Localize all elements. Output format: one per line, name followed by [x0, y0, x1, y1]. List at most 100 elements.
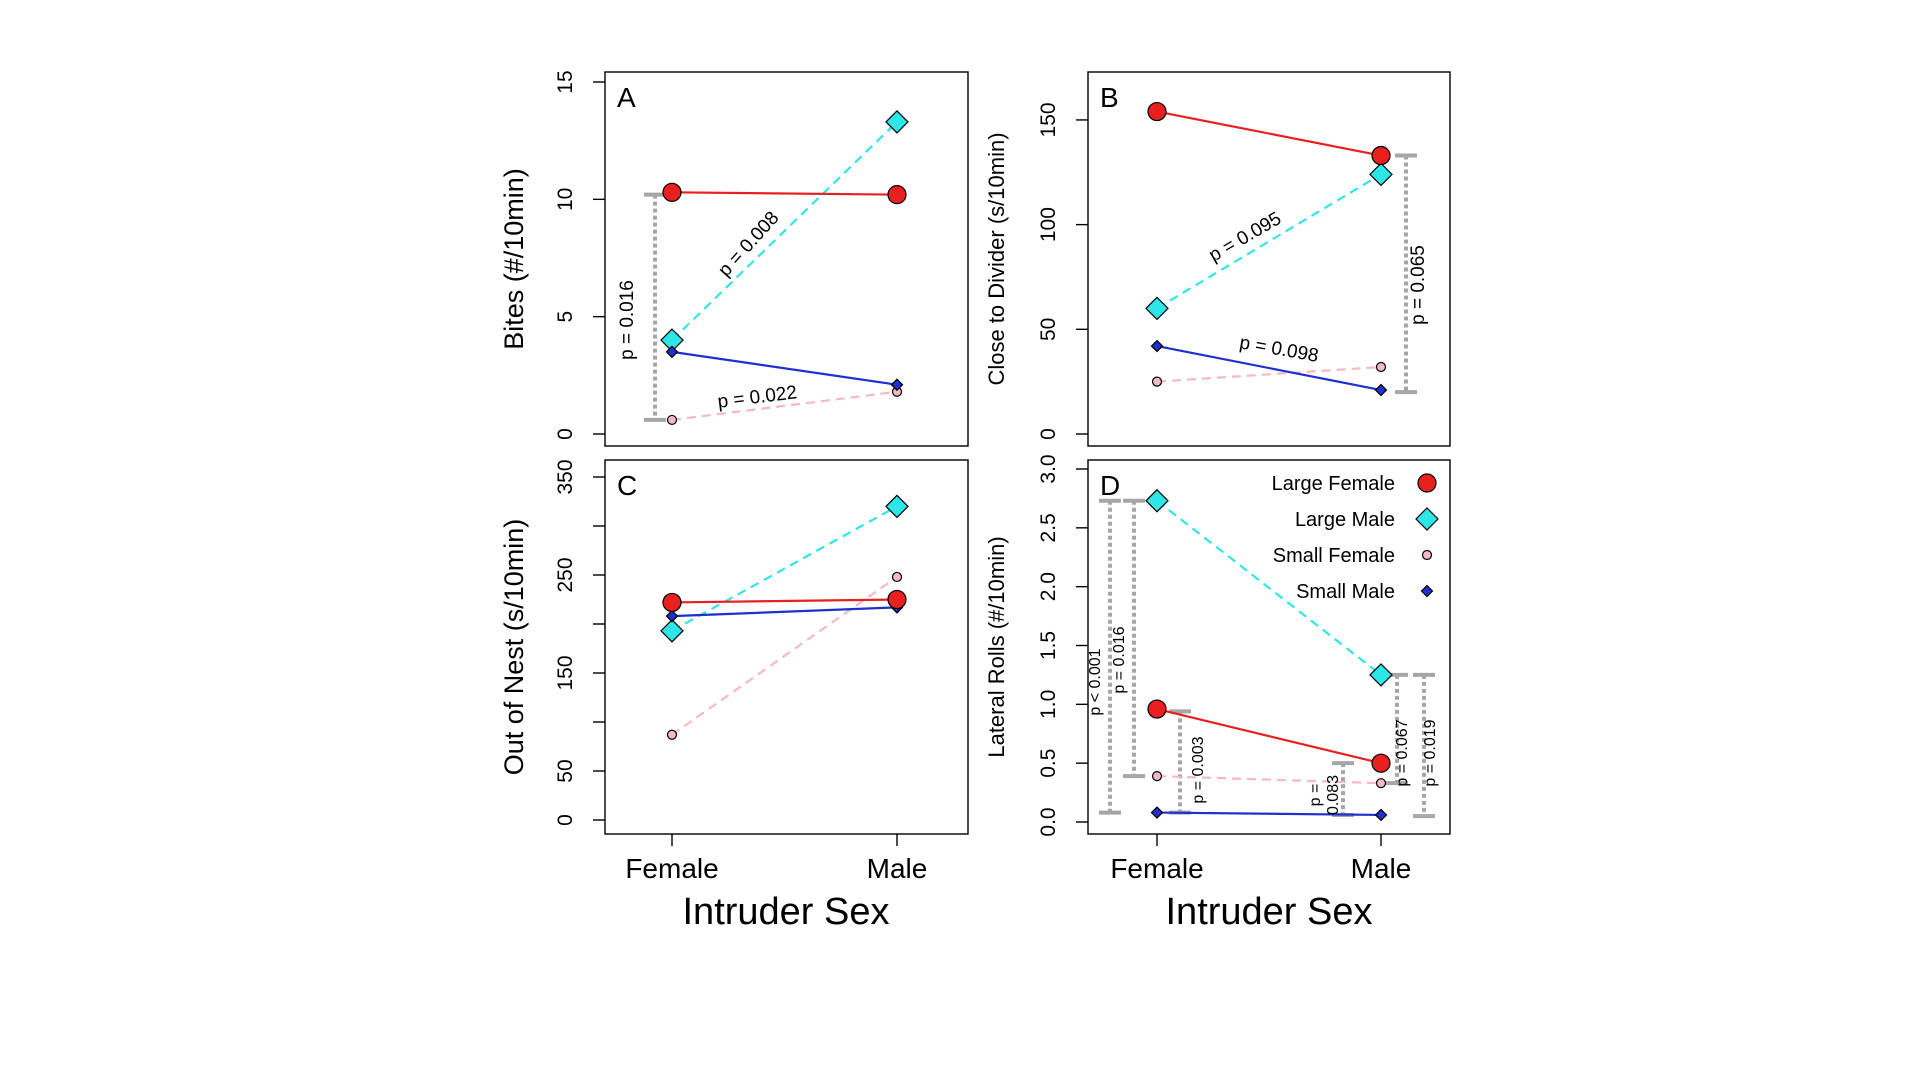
- series-line-large-female: [1156, 707, 1382, 765]
- point-large-female: [1371, 145, 1391, 166]
- point-legend-small-female: [1421, 549, 1433, 561]
- series-line-small-female: [671, 576, 898, 736]
- y-axis: 0.0 0.5 1.0 1.5 2.0 2.5 3.0: [1037, 454, 1088, 837]
- x-tick-label-female: Female: [625, 853, 718, 884]
- series-line-large-male: [1156, 499, 1382, 676]
- panel-letter: C: [617, 470, 637, 501]
- point-large-male: [1369, 663, 1393, 687]
- y-tick-label: 350: [554, 459, 577, 494]
- significance-bracket: [1413, 672, 1435, 819]
- p-value-label: p = 0.065: [1408, 245, 1429, 325]
- x-axis-label-right: Intruder Sex: [1166, 891, 1373, 933]
- y-tick-label: 3.0: [1037, 454, 1060, 483]
- point-large-female: [1371, 753, 1391, 773]
- p-value-label: 0.083: [1325, 775, 1342, 815]
- series-line-large-female: [1156, 110, 1382, 157]
- y-axis: 0 50 150 250 350: [554, 459, 605, 826]
- legend-label-small-male: Small Male: [1296, 581, 1395, 603]
- significance-bracket: [1123, 498, 1145, 779]
- series-line-small-female: [1156, 365, 1382, 383]
- point-small-male: [1374, 808, 1388, 822]
- y-tick-label: 10: [554, 188, 577, 211]
- panel-c-out-of-nest: 0 50 150 250 350 Out of Nest (s/10min) C Female…: [499, 459, 969, 884]
- plot-frame: [1087, 459, 1451, 835]
- series-line-small-male: [1156, 344, 1382, 392]
- series-line-small-male: [1156, 811, 1382, 817]
- y-axis-label: Out of Nest (s/10min): [499, 519, 529, 776]
- point-large-male: [885, 110, 909, 134]
- point-small-female: [1151, 376, 1163, 387]
- point-large-female: [887, 185, 907, 205]
- point-legend-large-male: [1415, 507, 1439, 531]
- y-tick-label: 1.5: [1037, 631, 1060, 660]
- point-large-female: [887, 589, 907, 610]
- p-value-label: p = 0.016: [1111, 626, 1128, 693]
- significance-bracket: [1395, 153, 1417, 395]
- x-tick-label-female: Female: [1110, 853, 1203, 884]
- y-axis: 0 50 100 150: [1037, 102, 1088, 440]
- point-small-female: [891, 571, 903, 583]
- x-axis: Female Male: [1110, 834, 1411, 884]
- panel-d-lateral-rolls: 0.0 0.5 1.0 1.5 2.0 2.5 3.0 Lateral Rolls (#/10…: [984, 454, 1451, 884]
- point-legend-small-male: [1420, 584, 1434, 598]
- point-small-female: [666, 729, 678, 740]
- legend-label-large-male: Large Male: [1295, 509, 1395, 531]
- point-large-male: [1145, 296, 1169, 321]
- point-large-female: [1147, 101, 1167, 122]
- y-tick-label: 50: [554, 759, 577, 782]
- point-large-male: [1369, 162, 1393, 187]
- panel-b-close-to-divider: 0 50 100 150 Close to Divider (s/10min) Bp = …: [984, 71, 1451, 447]
- p-value-label: p = 0.067: [1394, 719, 1411, 786]
- legend-label-large-female: Large Female: [1272, 473, 1395, 495]
- p-value-label: p < 0.001: [1087, 648, 1104, 715]
- p-value-label: p = 0.003: [1190, 736, 1207, 803]
- significance-bracket: [1169, 709, 1191, 815]
- series-line-small-female: [671, 390, 898, 422]
- series-line-large-male: [1156, 173, 1382, 310]
- panel-letter: D: [1100, 470, 1120, 501]
- y-axis-label: Bites (#/10min): [499, 168, 529, 350]
- y-tick-label: 100: [1037, 207, 1060, 242]
- p-value-label: p =: [1307, 784, 1324, 807]
- panel-a-bites: 0 5 10 15 Bites (#/10min) Ap = 0.008 p = 0.022…: [499, 70, 969, 447]
- series-line-large-female: [671, 598, 898, 604]
- y-tick-label: 0: [1037, 428, 1060, 440]
- significance-bracket: [1099, 498, 1121, 815]
- point-small-female: [666, 414, 678, 426]
- x-axis-label-left: Intruder Sex: [683, 891, 890, 933]
- p-value-label: p = 0.019: [1422, 719, 1439, 786]
- point-large-male: [660, 619, 684, 643]
- point-small-female: [1375, 361, 1387, 373]
- point-large-female: [662, 182, 682, 202]
- point-small-male: [665, 345, 679, 359]
- x-tick-label-male: Male: [867, 853, 928, 884]
- y-axis-label: Close to Divider (s/10min): [984, 132, 1009, 385]
- point-small-male: [1150, 339, 1164, 353]
- p-value-label: p = 0.008: [714, 208, 783, 281]
- point-small-female: [1375, 778, 1387, 789]
- y-tick-label: 250: [554, 557, 577, 592]
- point-large-male: [885, 494, 909, 519]
- point-legend-large-female: [1417, 473, 1437, 493]
- p-value-label: p = 0.095: [1205, 208, 1285, 266]
- plot-frame: [604, 71, 969, 447]
- significance-bracket: [644, 192, 666, 422]
- y-tick-label: 2.0: [1037, 572, 1060, 601]
- y-tick-label: 2.5: [1037, 513, 1060, 542]
- y-tick-label: 150: [1037, 102, 1060, 137]
- point-small-male: [1150, 806, 1164, 819]
- y-axis: 0 5 10 15: [554, 70, 605, 440]
- y-tick-label: 50: [1037, 318, 1060, 341]
- point-large-male: [1145, 488, 1169, 513]
- series-line-large-male: [671, 121, 898, 341]
- series-line-small-male: [671, 350, 898, 386]
- y-tick-label: 150: [554, 655, 577, 690]
- point-small-male: [665, 609, 679, 623]
- p-value-label: p = 0.022: [716, 382, 798, 413]
- y-tick-label: 1.0: [1037, 690, 1060, 719]
- series-line-small-male: [671, 606, 898, 618]
- point-small-male: [890, 378, 904, 392]
- panel-letter: A: [617, 82, 636, 113]
- point-large-female: [1147, 699, 1167, 719]
